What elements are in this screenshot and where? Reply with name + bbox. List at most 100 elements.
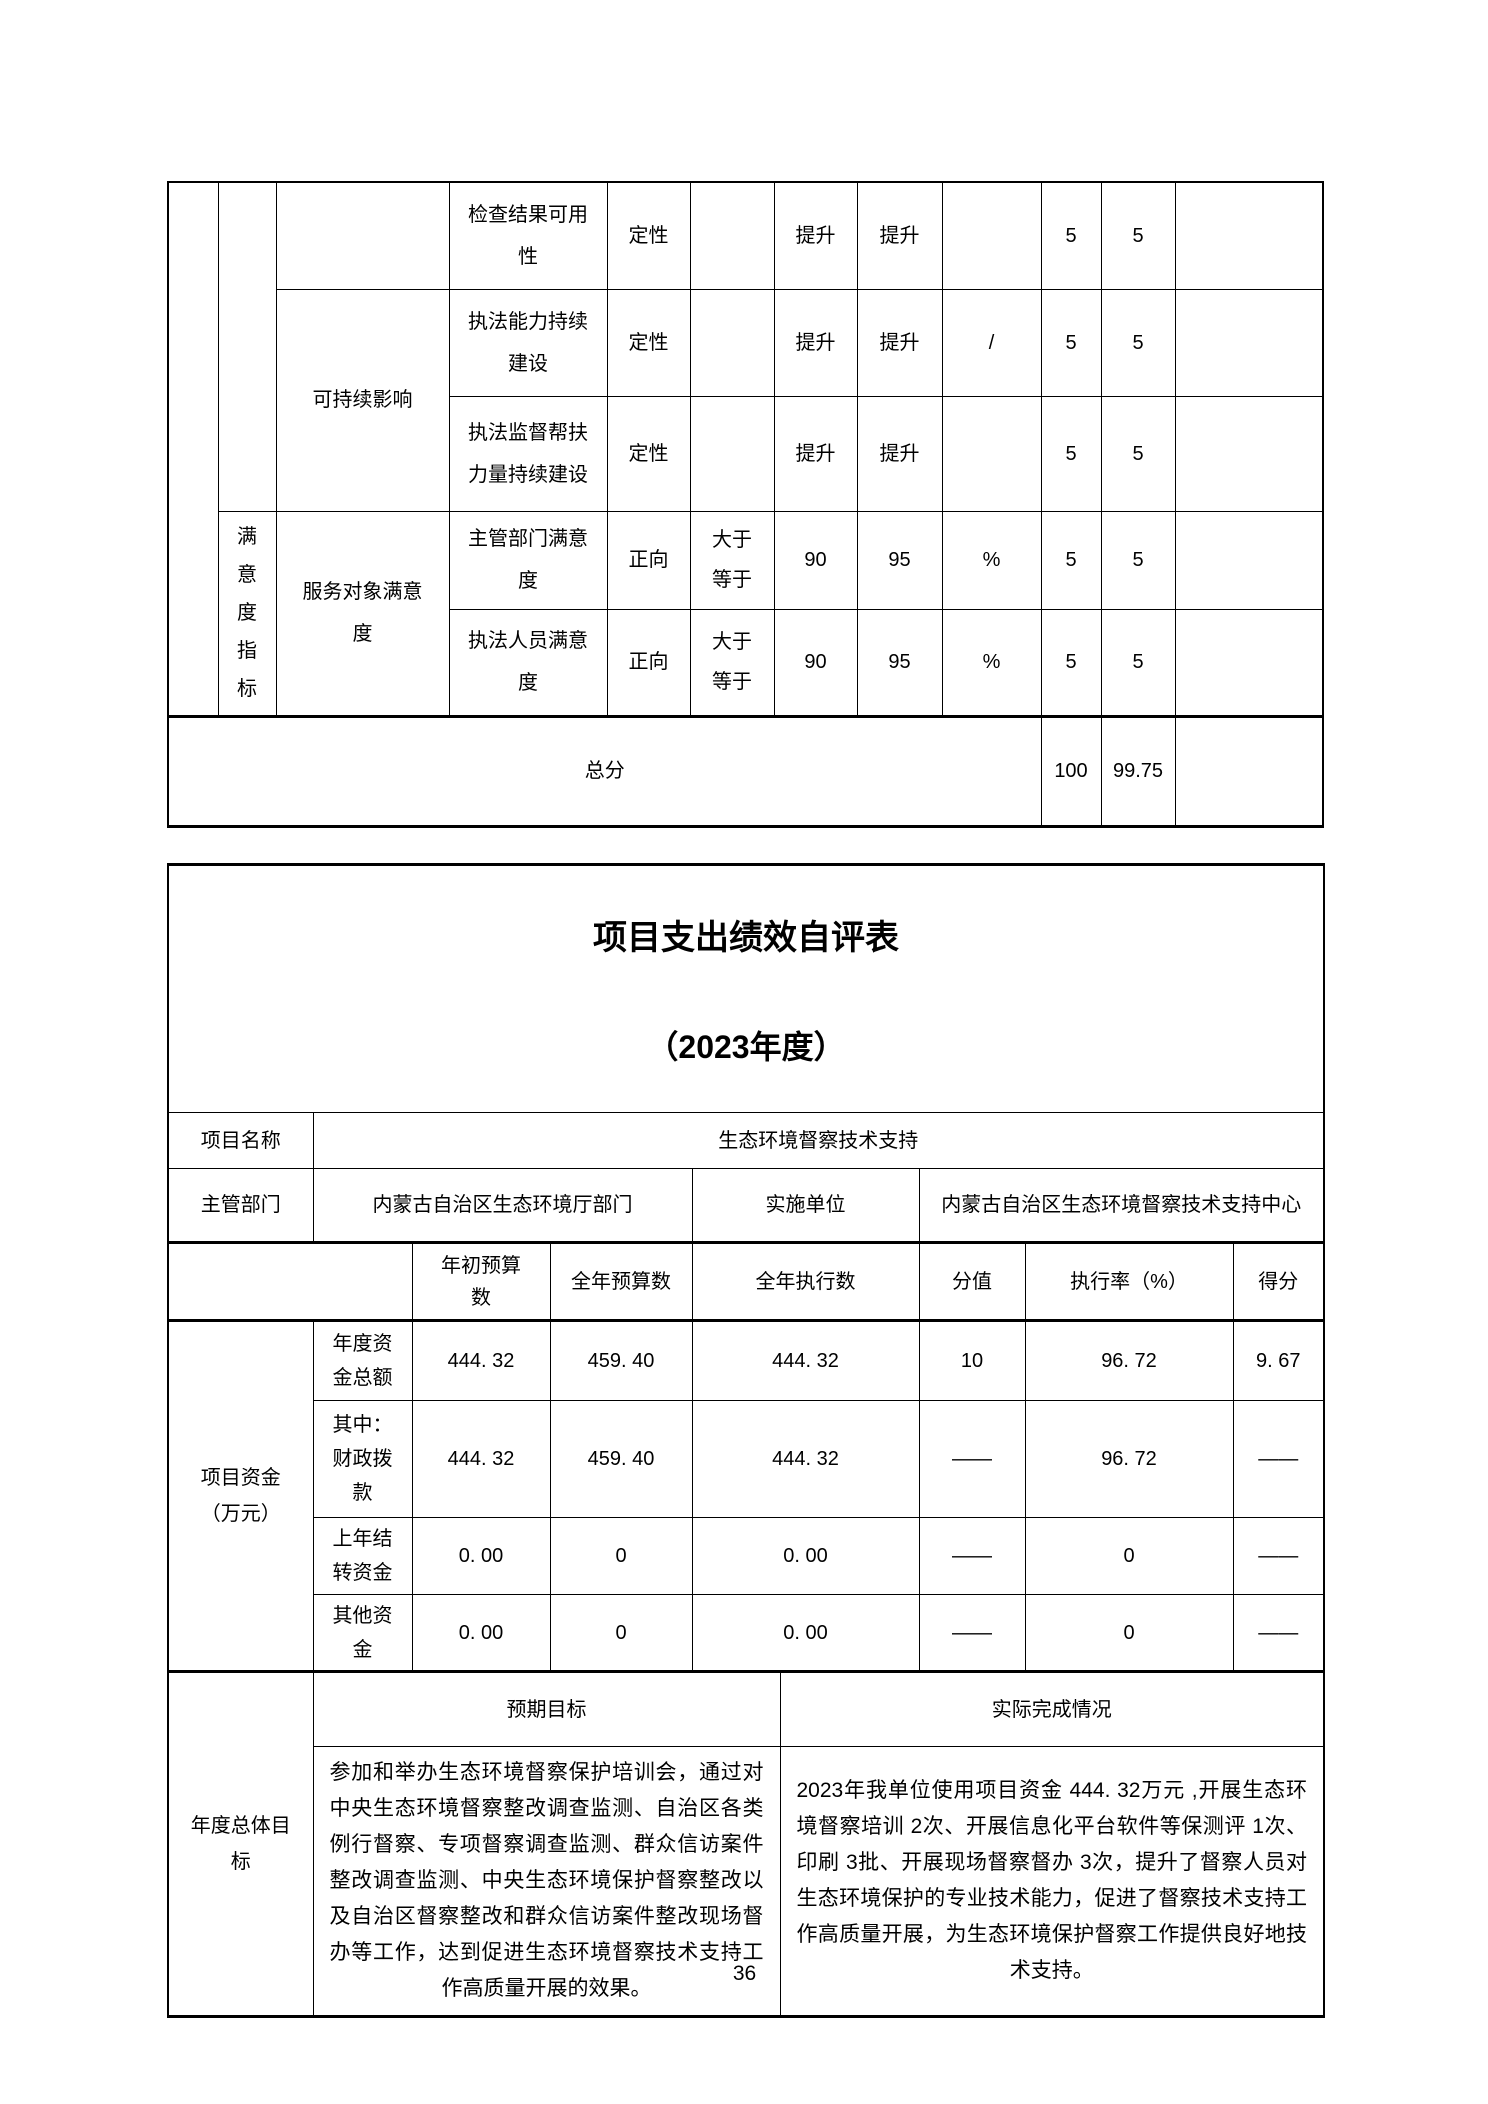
funds-executed: 444. 32	[691, 1400, 920, 1518]
goal-expected-text: 参加和举办生态环境督察保护培训会，通过对中央生态环境督察整改调查监测、自治区各类…	[312, 1746, 781, 2017]
cell-score: 5	[1040, 395, 1102, 512]
table-title: 项目支出绩效自评表	[593, 919, 900, 957]
cell-got: 5	[1100, 181, 1176, 290]
funds-row-label: 年度资 金总额	[312, 1319, 413, 1401]
cell-actual-value: 提升	[856, 288, 943, 397]
funds-header-row: 年初预算 数 全年预算数 全年执行数 分值 执行率（%） 得分	[167, 1241, 1325, 1321]
cell-got: 5	[1100, 395, 1176, 512]
funds-row: 项目资金 （万元） 年度资 金总额 444. 32 459. 40 444. 3…	[167, 1319, 1325, 1672]
cell-score: 5	[1040, 288, 1102, 397]
department-row: 主管部门 内蒙古自治区生态环境厅部门 实施单位 内蒙古自治区生态环境督察技术支持…	[167, 1168, 1325, 1243]
cell-total-score: 100	[1040, 714, 1102, 827]
cell-unit: /	[941, 288, 1042, 397]
page-number: 36	[732, 1962, 757, 1985]
funds-score: ——	[918, 1517, 1026, 1595]
goal-expected-header: 预期目标	[312, 1670, 781, 1747]
funds-row: 其中： 财政拨 款 444. 32 459. 40 444. 32 —— 96.…	[168, 1400, 1325, 1518]
funds-executed: 0. 00	[691, 1517, 920, 1595]
cell-score: 5	[1040, 510, 1102, 610]
cell-level1-spacer	[167, 181, 219, 717]
funds-row-label: 上年结 转资金	[312, 1517, 413, 1595]
funds-header-budget: 全年预算数	[549, 1241, 693, 1321]
funds-score: ——	[918, 1400, 1026, 1518]
cell-category-satisfaction: 满 意 度 指 标	[217, 510, 277, 717]
cell-got: 5	[1100, 608, 1176, 717]
funds-rate: 0	[1024, 1594, 1234, 1672]
indicator-row: 检查结果可用 性 定性 提升 提升 5 5	[167, 181, 1324, 717]
goal-section-label: 年度总体目 标	[167, 1670, 314, 2017]
cell-indicator-name: 主管部门满意 度	[448, 510, 608, 610]
indicator-row: 满 意 度 指 标 服务对象满意 度 主管部门满意 度 正向 大于 等于 90 …	[168, 510, 1324, 717]
cell-indicator-name: 检查结果可用 性	[448, 181, 608, 290]
funds-header-got: 得分	[1232, 1241, 1325, 1321]
department-label: 主管部门	[167, 1168, 314, 1243]
cell-nature: 定性	[606, 181, 691, 290]
cell-condition: 大于 等于	[689, 608, 775, 717]
cell-indicator-name: 执法监督帮扶 力量持续建设	[448, 395, 608, 512]
funds-initial: 0. 00	[411, 1517, 551, 1595]
funds-row: 其他资 金 0. 00 0 0. 00 —— 0 ——	[168, 1594, 1325, 1672]
cell-unit	[941, 181, 1042, 290]
department-value: 内蒙古自治区生态环境厅部门	[312, 1168, 693, 1243]
funds-got: ——	[1232, 1400, 1325, 1518]
funds-initial: 444. 32	[411, 1319, 551, 1401]
table-title-cell: 项目支出绩效自评表 （2023年度）	[167, 864, 1325, 1113]
cell-group-sustain: 可持续影响	[275, 288, 450, 512]
funds-initial: 444. 32	[411, 1400, 551, 1518]
goal-actual-header: 实际完成情况	[779, 1670, 1325, 1747]
cell-target-value: 提升	[773, 288, 858, 397]
funds-row-label: 其中： 财政拨 款	[312, 1400, 413, 1518]
self-evaluation-table: 项目支出绩效自评表 （2023年度） 项目名称 生态环境督察技术支持 主管部门 …	[167, 863, 1326, 2018]
cell-unit	[941, 395, 1042, 512]
cell-level2-spacer	[217, 181, 277, 512]
cell-nature: 定性	[606, 288, 691, 397]
funds-got: ——	[1232, 1594, 1325, 1672]
cell-target-value: 90	[773, 510, 858, 610]
funds-header-executed: 全年执行数	[691, 1241, 920, 1321]
title-row: 项目支出绩效自评表 （2023年度）	[167, 864, 1325, 1113]
cell-total-note	[1174, 714, 1324, 827]
funds-executed: 444. 32	[691, 1319, 920, 1401]
cell-unit: %	[941, 608, 1042, 717]
funds-executed: 0. 00	[691, 1594, 920, 1672]
funds-score: 10	[918, 1319, 1026, 1401]
cell-indicator-name: 执法人员满意 度	[448, 608, 608, 717]
cell-note	[1174, 510, 1324, 610]
funds-budget: 459. 40	[549, 1400, 693, 1518]
cell-group-satisfaction: 服务对象满意 度	[275, 510, 450, 717]
cell-target-value: 提升	[773, 181, 858, 290]
funds-got: ——	[1232, 1517, 1325, 1595]
funds-header-initial: 年初预算 数	[411, 1241, 551, 1321]
funds-budget: 0	[549, 1594, 693, 1672]
goal-actual-text: 2023年我单位使用项目资金 444. 32万元 ,开展生态环境督察培训 2次、…	[779, 1746, 1325, 2017]
funds-got: 9. 67	[1232, 1319, 1325, 1401]
funds-row-label: 其他资 金	[312, 1594, 413, 1672]
indicator-row: 可持续影响 执法能力持续 建设 定性 提升 提升 / 5 5	[168, 288, 1324, 512]
cell-group-spacer	[275, 181, 450, 290]
goal-content-row: 参加和举办生态环境督察保护培训会，通过对中央生态环境督察整改调查监测、自治区各类…	[168, 1746, 1325, 2017]
cell-indicator-name: 执法能力持续 建设	[448, 288, 608, 397]
project-name-value: 生态环境督察技术支持	[312, 1112, 1325, 1169]
cell-nature: 正向	[606, 510, 691, 610]
indicator-table: 检查结果可用 性 定性 提升 提升 5 5 可持续影响 执法能力持续 建设 定性…	[167, 181, 1324, 828]
cell-condition	[689, 181, 775, 290]
total-row: 总分 100 99.75	[167, 714, 1324, 827]
cell-actual-value: 提升	[856, 395, 943, 512]
indicator-row: 执法人员满意 度 正向 大于 等于 90 95 % 5 5	[168, 608, 1324, 717]
funds-budget: 0	[549, 1517, 693, 1595]
cell-condition	[689, 395, 775, 512]
funds-row: 上年结 转资金 0. 00 0 0. 00 —— 0 ——	[168, 1517, 1325, 1595]
cell-score: 5	[1040, 181, 1102, 290]
cell-got: 5	[1100, 510, 1176, 610]
cell-unit: %	[941, 510, 1042, 610]
indicator-row: 执法监督帮扶 力量持续建设 定性 提升 提升 5 5	[168, 395, 1324, 512]
cell-total-got: 99.75	[1100, 714, 1176, 827]
cell-nature: 定性	[606, 395, 691, 512]
project-name-label: 项目名称	[167, 1112, 314, 1169]
implementer-label: 实施单位	[691, 1168, 920, 1243]
cell-nature: 正向	[606, 608, 691, 717]
funds-score: ——	[918, 1594, 1026, 1672]
cell-note	[1174, 395, 1324, 512]
table-subtitle: （2023年度）	[646, 1029, 846, 1065]
